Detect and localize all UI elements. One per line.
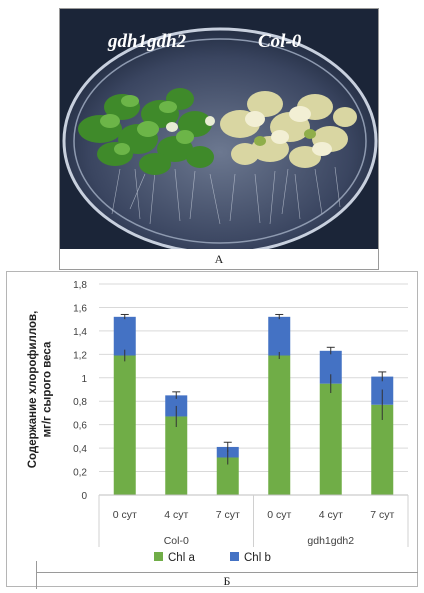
- panel-b-caption-bar: Б: [36, 572, 418, 590]
- x-tick-label: 4 сут: [319, 509, 343, 521]
- petri-dish-image: gdh1gdh2 Col-0: [60, 9, 378, 249]
- panel-a-caption: А: [60, 250, 378, 268]
- bar-chl-a: [165, 416, 187, 495]
- y-tick-label: 0,4: [73, 444, 87, 455]
- y-tick-label: 0,8: [73, 397, 87, 408]
- x-tick-label: 4 сут: [164, 509, 188, 521]
- y-tick-label: 0,6: [73, 421, 87, 432]
- y-tick-label: 1,2: [73, 350, 87, 361]
- group-label: gdh1gdh2: [307, 535, 354, 547]
- y-tick-label: 0,2: [73, 468, 87, 479]
- legend-swatch: [154, 552, 163, 561]
- plant-photo: gdh1gdh2 Col-0: [60, 9, 378, 249]
- panel-b-caption: Б: [224, 574, 231, 588]
- bar-chl-a: [320, 384, 342, 495]
- bar-chl-a: [268, 356, 290, 495]
- x-tick-label: 7 сут: [370, 509, 394, 521]
- chlorophyll-chart: 0 0,2 0,4 0,6 0,8 1 1,2 1,4 1,6 1,8 Содержание хло…: [6, 272, 416, 570]
- caption-divider: [36, 561, 37, 589]
- x-tick-label: 0 сут: [113, 509, 137, 521]
- legend-swatch: [230, 552, 239, 561]
- y-axis-label: Содержание хлорофиллов, мг/г сырого веса: [27, 311, 53, 469]
- group-label: Col-0: [164, 535, 189, 547]
- x-tick-label: 7 сут: [216, 509, 240, 521]
- y-tick-label: 1,4: [73, 327, 87, 338]
- bar-chl-a: [114, 356, 136, 495]
- y-tick-label: 1: [81, 374, 87, 385]
- y-tick-label: 1,8: [73, 280, 87, 291]
- photo-label-mutant: gdh1gdh2: [107, 31, 187, 52]
- y-tick-label: 1,6: [73, 303, 87, 314]
- photo-label-wildtype: Col-0: [258, 31, 302, 52]
- bar-chl-b: [268, 317, 290, 356]
- legend-label: Chl b: [244, 552, 271, 564]
- legend-label: Chl a: [168, 552, 195, 564]
- y-tick-label: 0: [81, 491, 87, 502]
- x-tick-label: 0 сут: [267, 509, 291, 521]
